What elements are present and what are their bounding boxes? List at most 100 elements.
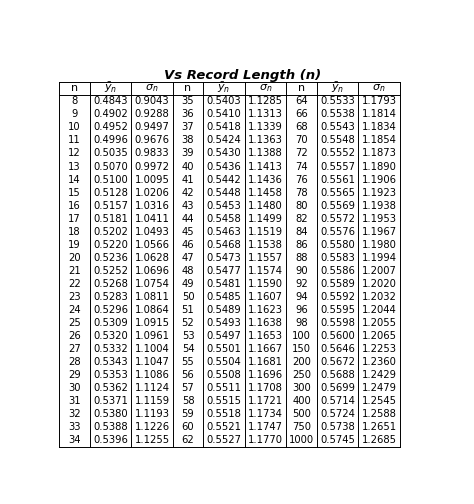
Text: 16: 16 [68, 201, 81, 211]
Text: 0.5485: 0.5485 [207, 292, 241, 302]
Text: 0.5508: 0.5508 [207, 370, 241, 380]
Text: $\sigma_n$: $\sigma_n$ [259, 83, 272, 94]
Text: 94: 94 [295, 292, 308, 302]
Text: 0.5418: 0.5418 [207, 122, 241, 133]
Text: 43: 43 [182, 201, 194, 211]
Text: 0.5320: 0.5320 [93, 331, 128, 341]
Text: 1.1770: 1.1770 [248, 435, 283, 445]
Text: 500: 500 [292, 409, 311, 419]
Text: 1.1854: 1.1854 [362, 136, 396, 146]
Text: 0.9043: 0.9043 [135, 96, 169, 106]
Text: 30: 30 [68, 383, 81, 393]
Text: 50: 50 [182, 292, 194, 302]
Text: 1.1696: 1.1696 [248, 370, 283, 380]
Text: 1.1436: 1.1436 [248, 174, 283, 184]
Text: 1.2065: 1.2065 [362, 331, 397, 341]
Text: 1.1667: 1.1667 [248, 344, 283, 354]
Text: 9: 9 [71, 109, 78, 119]
Text: 28: 28 [68, 357, 81, 367]
Text: 1.1590: 1.1590 [248, 279, 283, 289]
Text: 1.1708: 1.1708 [248, 383, 283, 393]
Text: 8: 8 [72, 96, 78, 106]
Text: 32: 32 [68, 409, 81, 419]
Text: 0.5473: 0.5473 [207, 253, 241, 263]
Text: 90: 90 [295, 266, 308, 276]
Text: 1.1086: 1.1086 [135, 370, 169, 380]
Text: 0.5561: 0.5561 [320, 174, 355, 184]
Text: 15: 15 [68, 187, 81, 198]
Text: 76: 76 [295, 174, 308, 184]
Text: 1.1623: 1.1623 [248, 305, 283, 315]
Text: 0.9972: 0.9972 [135, 161, 170, 171]
Text: 96: 96 [295, 305, 308, 315]
Text: 29: 29 [68, 370, 81, 380]
Text: 0.5181: 0.5181 [93, 214, 128, 224]
Text: 1.1980: 1.1980 [362, 240, 396, 249]
Text: 0.5552: 0.5552 [320, 149, 355, 158]
Text: 1.1906: 1.1906 [362, 174, 397, 184]
Text: 0.5448: 0.5448 [207, 187, 241, 198]
Text: 62: 62 [182, 435, 194, 445]
Text: 31: 31 [68, 396, 81, 406]
Text: 1.0628: 1.0628 [135, 253, 169, 263]
Text: 1.1313: 1.1313 [248, 109, 283, 119]
Text: 0.5477: 0.5477 [207, 266, 241, 276]
Text: 0.5380: 0.5380 [93, 409, 128, 419]
Text: 1.1834: 1.1834 [362, 122, 396, 133]
Text: Vs Record Length (n): Vs Record Length (n) [164, 69, 321, 82]
Text: 1.1499: 1.1499 [248, 214, 283, 224]
Text: 60: 60 [182, 422, 194, 432]
Text: 0.5497: 0.5497 [207, 331, 241, 341]
Text: 0.5672: 0.5672 [320, 357, 355, 367]
Text: 22: 22 [68, 279, 81, 289]
Text: 1.1124: 1.1124 [135, 383, 170, 393]
Text: 88: 88 [295, 253, 308, 263]
Text: 0.5353: 0.5353 [93, 370, 128, 380]
Text: 0.5468: 0.5468 [207, 240, 241, 249]
Text: 0.5572: 0.5572 [320, 214, 355, 224]
Text: 57: 57 [182, 383, 194, 393]
Text: 1.1747: 1.1747 [248, 422, 283, 432]
Text: 12: 12 [68, 149, 81, 158]
Text: 35: 35 [182, 96, 194, 106]
Text: 0.5202: 0.5202 [93, 227, 128, 237]
Text: 19: 19 [68, 240, 81, 249]
Text: 0.5533: 0.5533 [320, 96, 355, 106]
Text: 0.5442: 0.5442 [207, 174, 241, 184]
Text: 64: 64 [295, 96, 308, 106]
Text: 0.5565: 0.5565 [320, 187, 355, 198]
Text: 1.1519: 1.1519 [248, 227, 283, 237]
Text: 750: 750 [292, 422, 311, 432]
Text: 21: 21 [68, 266, 81, 276]
Text: 0.5371: 0.5371 [93, 396, 128, 406]
Text: 0.9288: 0.9288 [135, 109, 169, 119]
Text: 1.1873: 1.1873 [362, 149, 396, 158]
Text: 0.5283: 0.5283 [93, 292, 128, 302]
Text: 45: 45 [182, 227, 194, 237]
Text: 92: 92 [295, 279, 308, 289]
Text: $\bar{y}_n$: $\bar{y}_n$ [331, 81, 344, 95]
Text: 0.4952: 0.4952 [93, 122, 128, 133]
Text: 48: 48 [182, 266, 194, 276]
Text: 0.5236: 0.5236 [93, 253, 128, 263]
Text: 70: 70 [295, 136, 308, 146]
Text: 1.2651: 1.2651 [362, 422, 397, 432]
Text: 74: 74 [295, 161, 308, 171]
Text: 0.9833: 0.9833 [135, 149, 169, 158]
Text: 0.5527: 0.5527 [207, 435, 242, 445]
Text: 42: 42 [182, 187, 194, 198]
Text: 1.1890: 1.1890 [362, 161, 396, 171]
Text: 1.1339: 1.1339 [248, 122, 283, 133]
Text: 36: 36 [182, 109, 194, 119]
Text: 1000: 1000 [289, 435, 314, 445]
Text: 1.1363: 1.1363 [248, 136, 283, 146]
Text: 0.5481: 0.5481 [207, 279, 241, 289]
Text: 0.4996: 0.4996 [93, 136, 128, 146]
Text: 0.5296: 0.5296 [93, 305, 128, 315]
Text: 0.5220: 0.5220 [93, 240, 128, 249]
Text: 0.5738: 0.5738 [320, 422, 355, 432]
Text: 0.5598: 0.5598 [320, 318, 355, 328]
Text: n: n [298, 83, 305, 93]
Text: 14: 14 [68, 174, 81, 184]
Text: 0.5538: 0.5538 [320, 109, 355, 119]
